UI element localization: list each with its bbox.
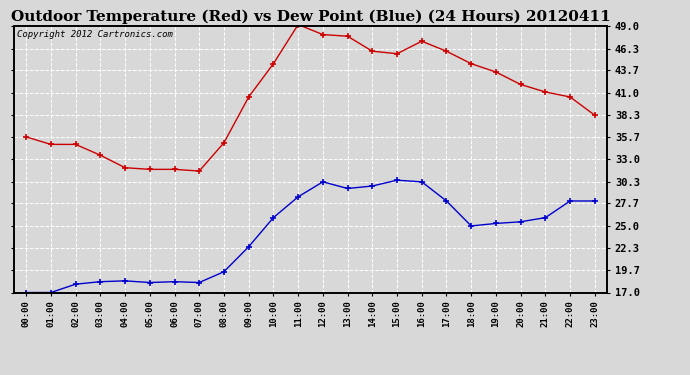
Text: Outdoor Temperature (Red) vs Dew Point (Blue) (24 Hours) 20120411: Outdoor Temperature (Red) vs Dew Point (… bbox=[10, 9, 611, 24]
Text: Copyright 2012 Cartronics.com: Copyright 2012 Cartronics.com bbox=[17, 30, 172, 39]
